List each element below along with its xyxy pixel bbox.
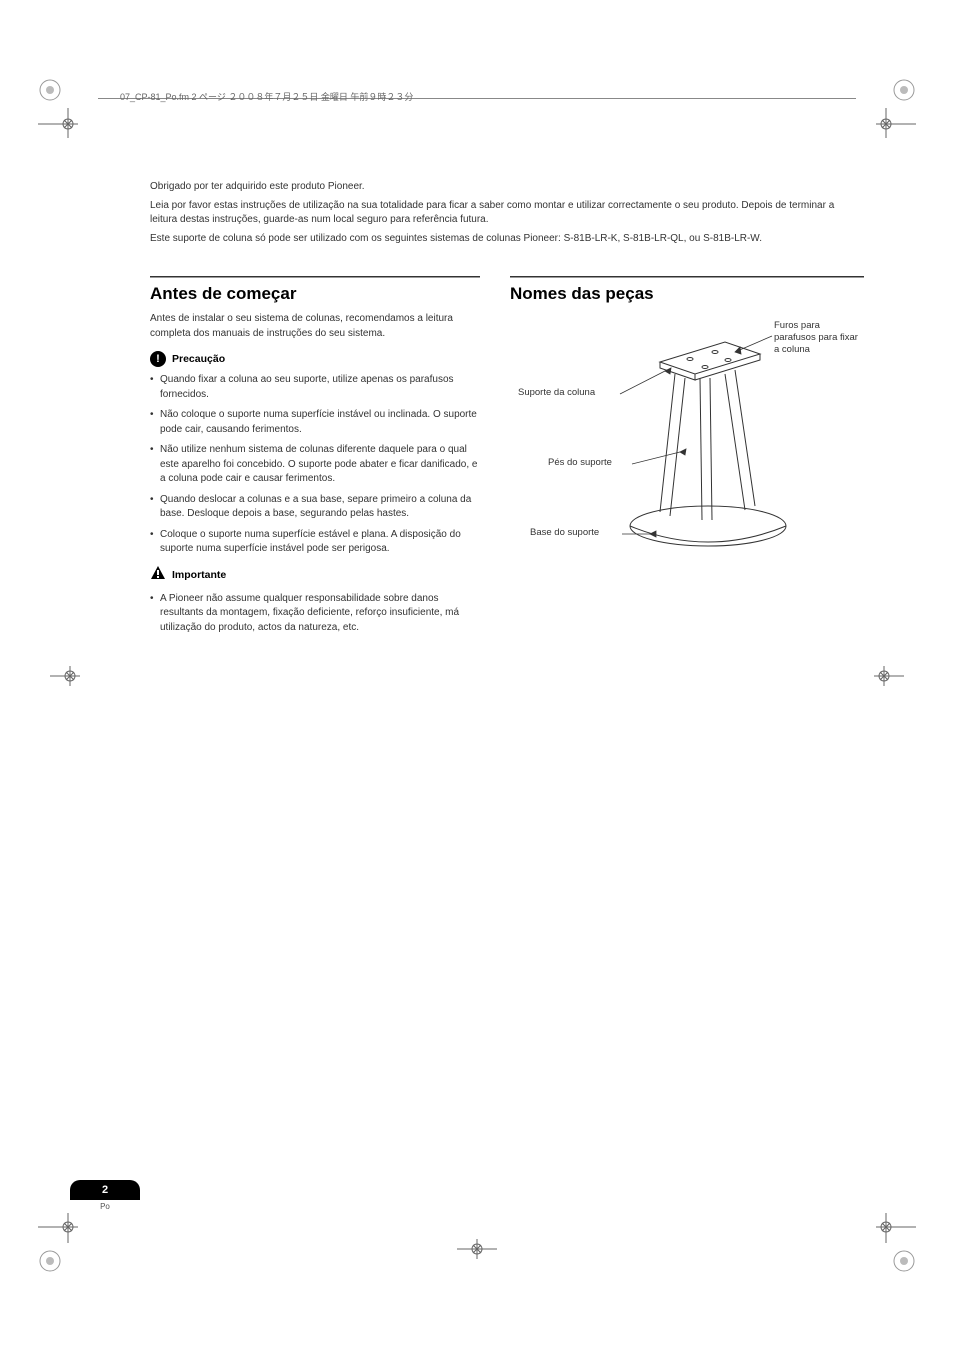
left-heading: Antes de começar <box>150 284 480 304</box>
parts-diagram: Furos para parafusos para fixar a coluna… <box>510 312 864 572</box>
crop-mark-bm <box>457 1239 497 1259</box>
label-support: Suporte da coluna <box>518 387 595 398</box>
label-holes: Furos para parafusos para fixar a coluna <box>774 320 864 356</box>
important-label: Importante <box>172 569 226 581</box>
intro-p3: Este suporte de coluna só pode ser utili… <box>150 232 864 247</box>
crop-mark-mr <box>874 666 904 686</box>
important-callout: Importante <box>150 565 480 586</box>
list-item: A Pioneer não assume qualquer responsabi… <box>150 592 480 636</box>
crop-mark-br <box>876 1213 916 1273</box>
caution-callout: ! Precaução <box>150 351 480 367</box>
crop-mark-tr <box>876 78 916 138</box>
content-area: Obrigado por ter adquirido este produto … <box>150 180 864 641</box>
important-list: A Pioneer não assume qualquer responsabi… <box>150 592 480 636</box>
page-number: 2 Po <box>70 1180 140 1211</box>
list-item: Não utilize nenhum sistema de colunas di… <box>150 443 480 487</box>
left-lead: Antes de instalar o seu sistema de colun… <box>150 312 480 341</box>
list-item: Não coloque o suporte numa superfície in… <box>150 408 480 437</box>
right-column: Nomes das peças <box>510 276 864 641</box>
list-item: Coloque o suporte numa superfície estáve… <box>150 528 480 557</box>
crop-mark-bl <box>38 1213 78 1273</box>
label-base: Base do suporte <box>530 527 599 538</box>
crop-mark-tl <box>38 78 78 138</box>
intro-p1: Obrigado por ter adquirido este produto … <box>150 180 864 195</box>
list-item: Quando deslocar a colunas e a sua base, … <box>150 493 480 522</box>
section-rule <box>510 276 864 278</box>
page: 07_CP-81_Po.fm 2 ページ ２００８年７月２５日 金曜日 午前９時… <box>0 0 954 1351</box>
caution-label: Precaução <box>172 353 225 365</box>
page-lang: Po <box>100 1202 110 1211</box>
left-column: Antes de começar Antes de instalar o seu… <box>150 276 480 641</box>
right-heading: Nomes das peças <box>510 284 864 304</box>
important-icon <box>150 565 166 586</box>
intro-p2: Leia por favor estas instruções de utili… <box>150 199 864 228</box>
caution-icon: ! <box>150 351 166 367</box>
header-file-stamp: 07_CP-81_Po.fm 2 ページ ２００８年７月２５日 金曜日 午前９時… <box>120 90 413 103</box>
list-item: Quando fixar a coluna ao seu suporte, ut… <box>150 373 480 402</box>
caution-list: Quando fixar a coluna ao seu suporte, ut… <box>150 373 480 557</box>
page-number-value: 2 <box>70 1180 140 1200</box>
intro-block: Obrigado por ter adquirido este produto … <box>150 180 864 246</box>
crop-mark-ml <box>50 666 80 686</box>
two-columns: Antes de começar Antes de instalar o seu… <box>150 276 864 641</box>
section-rule <box>150 276 480 278</box>
label-legs: Pés do suporte <box>548 457 612 468</box>
